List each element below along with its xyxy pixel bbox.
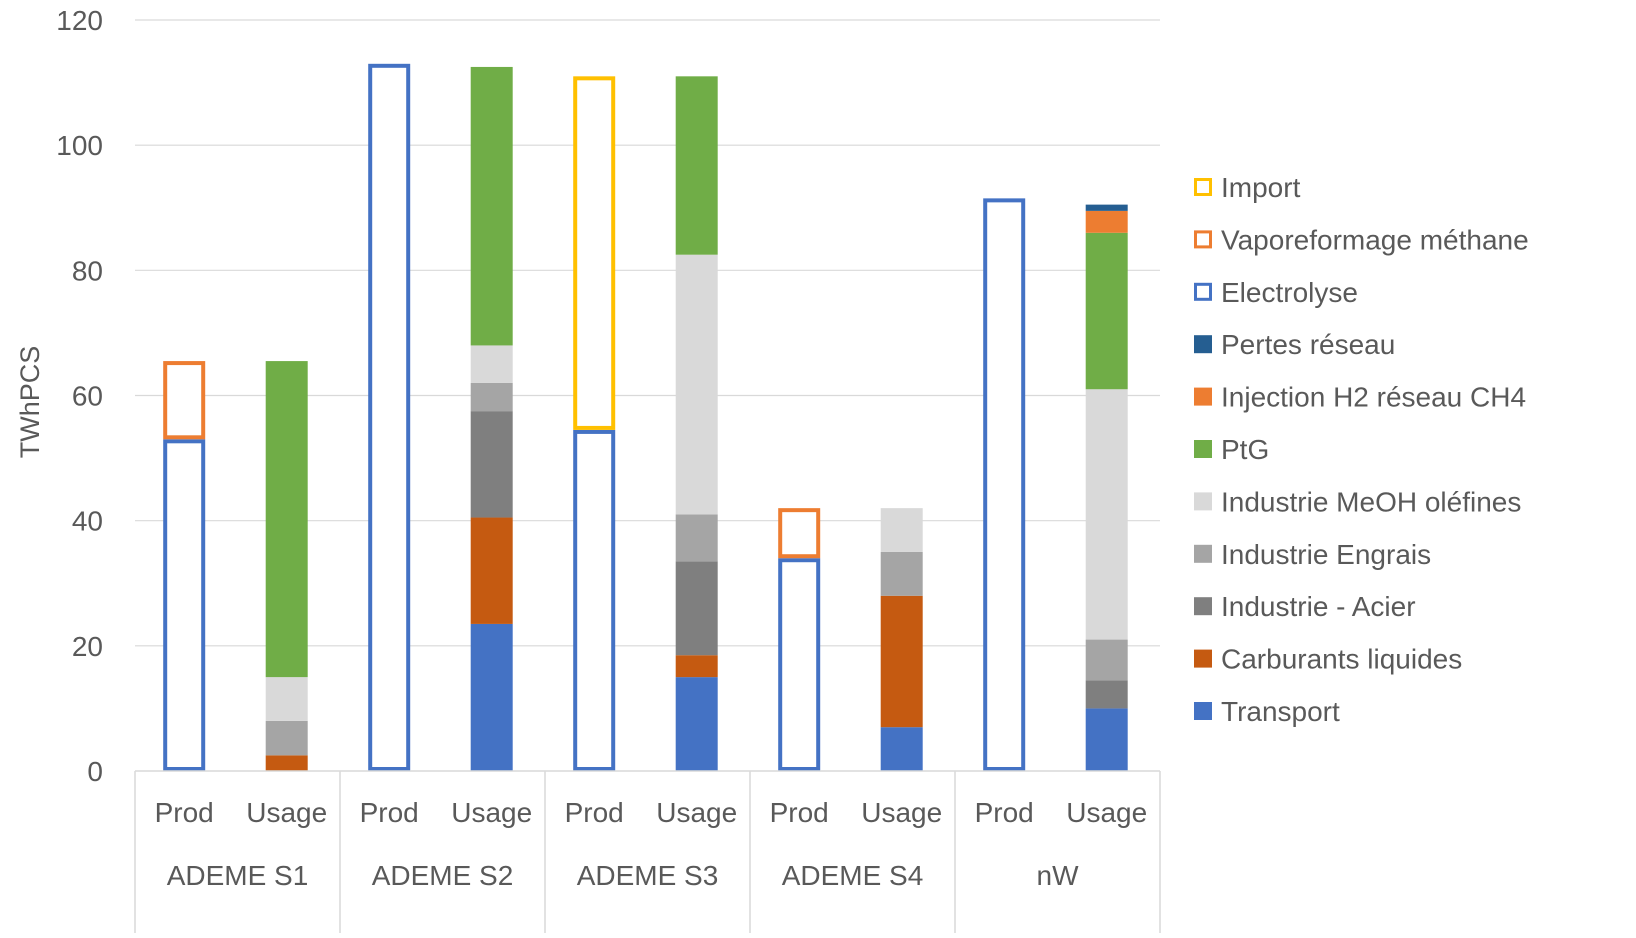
bar-segment-industrie-engrais-ademe-s2: [470, 382, 513, 412]
bar-segment-industrie-engrais-ademe-s3: [675, 514, 718, 562]
y-tick-label: 100: [56, 130, 103, 161]
legend-label-industrie-acier: Industrie - Acier: [1221, 591, 1416, 622]
legend-marker-vaporeformage-methane: [1194, 230, 1212, 249]
bar-segment-ptg-ademe-s1: [265, 361, 308, 678]
bar-segment-transport-ademe-s4: [880, 727, 923, 771]
legend-label-electrolyse: Electrolyse: [1221, 277, 1358, 308]
bar-segment-industrie-meoh-olefines-ademe-s4: [880, 508, 923, 552]
legend-marker-ptg: [1194, 440, 1212, 458]
bar-segment-transport-nw: [1085, 708, 1128, 771]
group-label: nW: [1037, 860, 1080, 891]
y-tick-label: 120: [56, 5, 103, 36]
y-tick-label: 40: [72, 506, 103, 537]
bar-segment-electrolyse-nw: [983, 198, 1026, 772]
bar-segment-industrie-acier-ademe-s3: [675, 561, 718, 656]
group-label: ADEME S2: [372, 860, 514, 891]
y-tick-label: 60: [72, 381, 103, 412]
legend-marker-industrie-meoh-olefines: [1194, 492, 1212, 511]
subcategory-label: Usage: [656, 797, 737, 828]
legend-label-carburants-liquides: Carburants liquides: [1221, 644, 1462, 675]
bar-segment-electrolyse-ademe-s3: [573, 429, 616, 771]
legend-marker-industrie-engrais: [1194, 544, 1212, 563]
bar-segment-injection-h2-reseau-ch4-nw: [1085, 210, 1128, 233]
y-axis-ticks: 0 20 40 60 80 100 120: [56, 5, 103, 787]
subcategory-label: Usage: [861, 797, 942, 828]
subcategory-label: Usage: [246, 797, 327, 828]
x-axis: ADEME S1 Prod Usage ADEME S2 Prod Usage ADEME …: [134, 770, 1161, 933]
bar-segment-ptg-ademe-s2: [470, 66, 513, 346]
bar-segment-electrolyse-ademe-s1: [163, 439, 206, 771]
y-tick-label: 20: [72, 631, 103, 662]
legend-label-industrie-meoh-olefines: Industrie MeOH oléfines: [1221, 486, 1521, 517]
legend-label-injection-h2-reseau-ch4: Injection H2 réseau CH4: [1221, 382, 1526, 413]
bar-segment-industrie-engrais-nw: [1085, 639, 1128, 681]
bar-segment-transport-ademe-s2: [470, 623, 513, 771]
legend-marker-import: [1194, 178, 1212, 196]
bar-segment-transport-ademe-s3: [675, 677, 718, 771]
bar-segment-pertes-reseau-nw: [1085, 204, 1128, 211]
bar-segment-carburants-liquides-ademe-s3: [675, 655, 718, 678]
legend: Import Vaporeformage méthane Electrolyse Pe…: [1194, 172, 1529, 727]
y-tick-label: 0: [87, 756, 103, 787]
group-label: ADEME S1: [167, 860, 309, 891]
legend-marker-injection-h2-reseau-ch4: [1194, 387, 1212, 406]
bar-segment-industrie-meoh-olefines-ademe-s3: [675, 254, 718, 515]
bar-segment-carburants-liquides-ademe-s4: [880, 595, 923, 728]
legend-label-ptg: PtG: [1221, 434, 1269, 465]
bar-segment-electrolyse-ademe-s2: [368, 63, 411, 771]
bar-segment-industrie-acier-nw: [1085, 680, 1128, 709]
bar-segment-vaporeformage-methane-ademe-s1: [163, 361, 206, 440]
y-axis-title: TWhPCS: [15, 346, 45, 459]
y-tick-label: 80: [72, 255, 103, 286]
legend-label-industrie-engrais: Industrie Engrais: [1221, 539, 1431, 570]
bar-segment-industrie-meoh-olefines-ademe-s1: [265, 677, 308, 721]
bar-segment-industrie-meoh-olefines-nw: [1085, 389, 1128, 640]
bar-segment-electrolyse-ademe-s4: [778, 558, 821, 772]
subcategory-label: Usage: [1066, 797, 1147, 828]
legend-label-vaporeformage-methane: Vaporeformage méthane: [1221, 224, 1529, 255]
legend-marker-industrie-acier: [1194, 597, 1212, 616]
legend-label-pertes-reseau: Pertes réseau: [1221, 329, 1395, 360]
subcategory-label: Prod: [565, 797, 624, 828]
bar-segment-industrie-engrais-ademe-s4: [880, 551, 923, 596]
group-label: ADEME S4: [782, 860, 924, 891]
legend-marker-carburants-liquides: [1194, 649, 1212, 668]
bar-segment-vaporeformage-methane-ademe-s4: [778, 508, 821, 559]
subcategory-label: Prod: [770, 797, 829, 828]
bar-segment-industrie-engrais-ademe-s1: [265, 720, 308, 756]
legend-label-import: Import: [1221, 172, 1301, 203]
subcategory-label: Prod: [360, 797, 419, 828]
subcategory-label: Prod: [975, 797, 1034, 828]
bar-segment-industrie-meoh-olefines-ademe-s2: [470, 345, 513, 383]
legend-label-transport: Transport: [1221, 696, 1340, 727]
bars: [163, 63, 1128, 772]
bar-segment-ptg-nw: [1085, 232, 1128, 390]
bar-segment-industrie-acier-ademe-s2: [470, 411, 513, 518]
bar-segment-carburants-liquides-ademe-s2: [470, 517, 513, 624]
legend-marker-electrolyse: [1194, 282, 1212, 301]
bar-segment-ptg-ademe-s3: [675, 76, 718, 255]
bar-segment-import-ademe-s3: [573, 76, 616, 430]
bar-segment-carburants-liquides-ademe-s1: [265, 755, 308, 771]
subcategory-label: Prod: [155, 797, 214, 828]
subcategory-label: Usage: [451, 797, 532, 828]
legend-marker-transport: [1194, 702, 1212, 720]
group-label: ADEME S3: [577, 860, 719, 891]
legend-marker-pertes-reseau: [1194, 335, 1212, 354]
